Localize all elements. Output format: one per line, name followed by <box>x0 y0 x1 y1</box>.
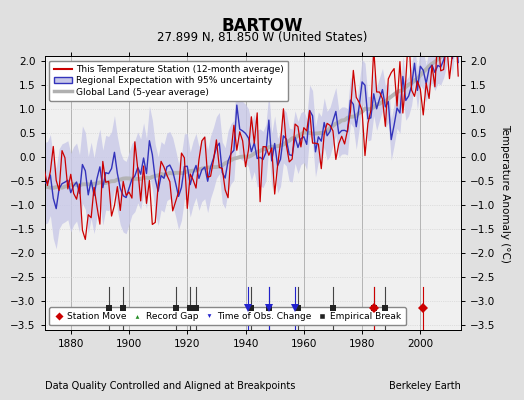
Text: Berkeley Earth: Berkeley Earth <box>389 381 461 391</box>
Text: 27.899 N, 81.850 W (United States): 27.899 N, 81.850 W (United States) <box>157 31 367 44</box>
Text: Data Quality Controlled and Aligned at Breakpoints: Data Quality Controlled and Aligned at B… <box>45 381 295 391</box>
Legend: Station Move, Record Gap, Time of Obs. Change, Empirical Break: Station Move, Record Gap, Time of Obs. C… <box>49 308 406 326</box>
Text: BARTOW: BARTOW <box>221 17 303 35</box>
Y-axis label: Temperature Anomaly (°C): Temperature Anomaly (°C) <box>500 124 510 262</box>
